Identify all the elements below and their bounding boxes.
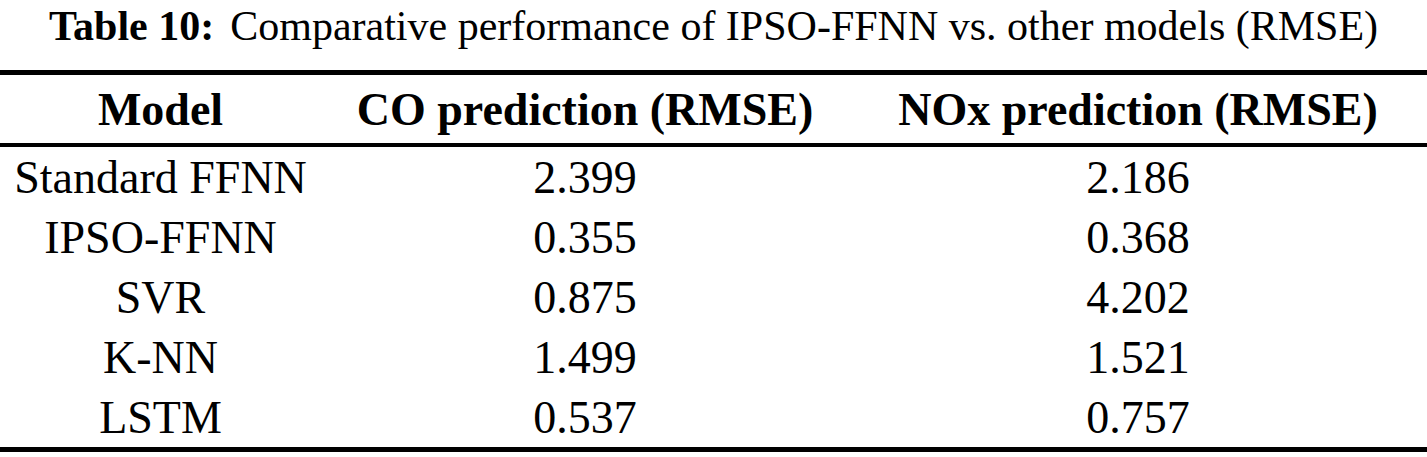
- results-table-header: Model CO prediction (RMSE) NOx predictio…: [0, 73, 1427, 146]
- table-row: SVR 0.875 4.202: [0, 267, 1427, 327]
- table-caption-label: Table 10:: [49, 3, 214, 49]
- model-name: LSTM: [0, 387, 321, 450]
- table-row: IPSO-FFNN 0.355 0.368: [0, 207, 1427, 267]
- table-row: Standard FFNN 2.399 2.186: [0, 145, 1427, 207]
- column-header-co-rmse: CO prediction (RMSE): [321, 73, 849, 146]
- model-name: IPSO-FFNN: [0, 207, 321, 267]
- nox-rmse-value: 4.202: [849, 267, 1427, 327]
- table-caption: Table 10: Comparative performance of IPSO…: [0, 0, 1427, 70]
- results-table: Model CO prediction (RMSE) NOx predictio…: [0, 70, 1427, 452]
- co-rmse-value: 1.499: [321, 327, 849, 387]
- model-name: Standard FFNN: [0, 145, 321, 207]
- co-rmse-value: 0.355: [321, 207, 849, 267]
- column-header-model: Model: [0, 73, 321, 146]
- paper-table-figure: Table 10: Comparative performance of IPSO…: [0, 0, 1427, 457]
- table-caption-text: Comparative performance of IPSO-FFNN vs.…: [230, 3, 1378, 49]
- column-header-nox-rmse: NOx prediction (RMSE): [849, 73, 1427, 146]
- results-table-body: Standard FFNN 2.399 2.186 IPSO-FFNN 0.35…: [0, 145, 1427, 450]
- model-name: SVR: [0, 267, 321, 327]
- co-rmse-value: 2.399: [321, 145, 849, 207]
- nox-rmse-value: 2.186: [849, 145, 1427, 207]
- table-row: K-NN 1.499 1.521: [0, 327, 1427, 387]
- co-rmse-value: 0.875: [321, 267, 849, 327]
- table-row: LSTM 0.537 0.757: [0, 387, 1427, 450]
- nox-rmse-value: 0.757: [849, 387, 1427, 450]
- model-name: K-NN: [0, 327, 321, 387]
- co-rmse-value: 0.537: [321, 387, 849, 450]
- nox-rmse-value: 0.368: [849, 207, 1427, 267]
- nox-rmse-value: 1.521: [849, 327, 1427, 387]
- header-row: Model CO prediction (RMSE) NOx predictio…: [0, 73, 1427, 146]
